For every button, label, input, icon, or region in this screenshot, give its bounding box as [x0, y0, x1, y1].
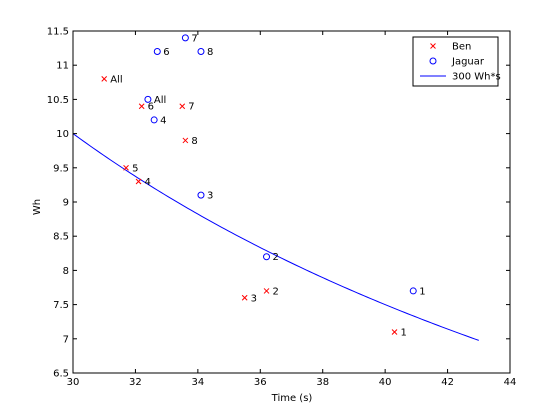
- x-tick-label: 36: [254, 377, 267, 388]
- y-tick-label: 11: [56, 61, 69, 72]
- legend-o-swatch: [429, 57, 437, 65]
- ben-marker-stroke: [182, 137, 189, 144]
- point-label: 5: [132, 163, 138, 174]
- ben-point: [135, 178, 142, 185]
- x-tick-label: 32: [129, 377, 142, 388]
- point-label: 2: [273, 286, 279, 297]
- ben-marker-stroke: [138, 103, 145, 110]
- point-label: 8: [207, 47, 213, 58]
- jaguar-point: [197, 191, 205, 199]
- ben-point: [263, 288, 270, 294]
- ticks-layer: 30 32 34 36 38 40 42 446.577.588.599.51010.5111…: [47, 27, 517, 389]
- ben-marker-stroke: [123, 164, 129, 171]
- y-tick-label: 7: [63, 334, 69, 345]
- point-label: 1: [401, 327, 407, 338]
- x-tick-label: 30: [67, 377, 80, 388]
- y-tick-label: 10: [56, 129, 69, 140]
- ben-point: [101, 76, 108, 82]
- jaguar-point: [144, 95, 152, 103]
- point-label: All: [110, 74, 122, 85]
- ben-marker-stroke: [263, 288, 270, 294]
- legend-label: 300 Wh*s: [452, 72, 501, 83]
- x-tick-label: 38: [316, 377, 329, 388]
- ben-point: [241, 294, 248, 301]
- plot-area: [73, 31, 510, 373]
- point-label: 6: [163, 47, 169, 58]
- legend-box: [412, 36, 499, 87]
- y-tick-label: 11.5: [47, 27, 69, 38]
- jaguar-point: [153, 48, 161, 56]
- y-axis-label: Wh: [32, 199, 43, 215]
- x-tick-label: 40: [379, 377, 392, 388]
- y-tick-label: 7.5: [53, 300, 69, 311]
- point-label: 7: [188, 102, 194, 113]
- ben-marker-stroke: [135, 178, 142, 185]
- jaguar-point: [181, 34, 189, 42]
- ben-point: [138, 103, 145, 110]
- point-label: 7: [191, 33, 197, 44]
- ben-marker-stroke: [241, 294, 248, 301]
- point-label: 8: [191, 136, 197, 147]
- jaguar-point: [150, 116, 158, 124]
- legend-label: Ben: [452, 42, 471, 53]
- x-tick-label: 44: [504, 377, 517, 388]
- y-tick-label: 10.5: [47, 95, 69, 106]
- ben-point: [391, 329, 398, 335]
- point-label: 1: [419, 286, 425, 297]
- x-tick-label: 34: [191, 377, 204, 388]
- ben-marker-stroke: [101, 76, 108, 82]
- point-label: 6: [148, 102, 154, 113]
- point-label: 2: [273, 252, 279, 263]
- jaguar-point: [263, 253, 271, 261]
- point-label: All: [154, 95, 166, 106]
- y-tick-label: 9.5: [53, 163, 69, 174]
- jaguar-point: [409, 287, 417, 295]
- ben-point: [182, 137, 189, 144]
- ben-marker-stroke: [391, 329, 398, 335]
- x-tick-label: 42: [441, 377, 454, 388]
- y-tick-label: 6.5: [53, 369, 69, 380]
- y-tick-label: 8: [63, 266, 69, 277]
- legend: Ben Jaguar 300 Wh*s: [412, 36, 501, 87]
- ben-marker-stroke: [179, 103, 186, 110]
- point-label: 4: [145, 177, 151, 188]
- point-label: 3: [207, 191, 213, 202]
- point-label: 3: [251, 293, 257, 304]
- y-tick-label: 8.5: [53, 232, 69, 243]
- y-tick-label: 9: [63, 198, 69, 209]
- plot-background: [73, 31, 510, 373]
- legend-x-swatch: [430, 43, 436, 49]
- legend-label: Jaguar: [451, 57, 485, 68]
- jaguar-point: [197, 48, 205, 56]
- ben-point: [179, 103, 186, 110]
- point-label: 4: [160, 115, 166, 126]
- x-axis-label: Time (s): [271, 393, 313, 404]
- ben-point: [123, 164, 129, 171]
